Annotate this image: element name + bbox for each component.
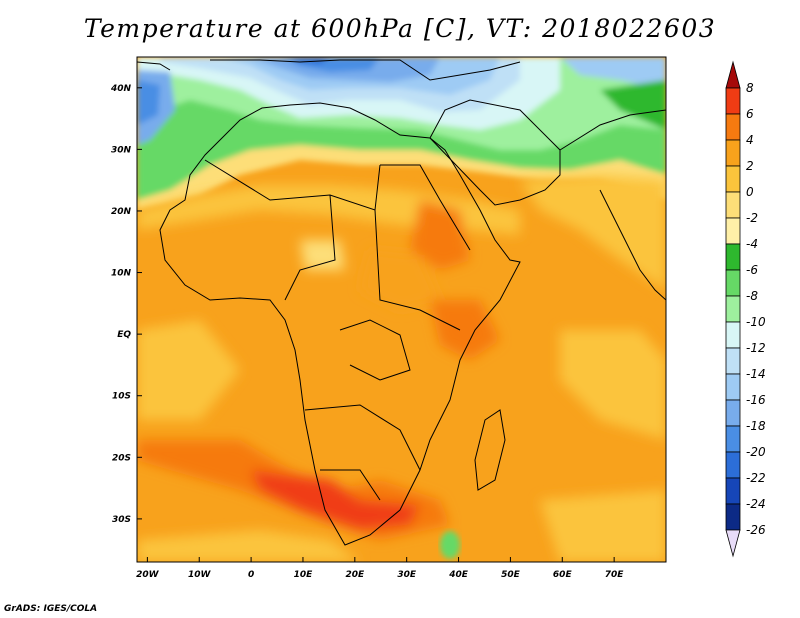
lon-tick-label: 40E [448,570,469,580]
lat-tick-label: 10S [112,392,131,402]
lat-tick-label: 30S [112,515,131,525]
colorbar-swatch [725,399,741,427]
colorbar-label: -12 [746,341,766,355]
colorbar-swatch [725,425,741,453]
lon-tick-label: 0 [248,570,254,580]
coastline-borders [137,59,666,546]
colorbar-label: -24 [746,497,766,511]
colorbar-swatch [725,373,741,401]
lon-tick-label: 10W [188,570,212,580]
lat-tick-label: 40N [110,84,132,94]
colorbar-label: -6 [746,263,758,277]
colorbar-label: -10 [746,315,766,329]
lon-tick-label: 20E [345,570,365,580]
lat-tick-label: 10N [111,269,132,279]
colorbar-swatch [725,503,741,531]
colorbar-swatch [725,295,741,323]
colorbar-label: -22 [746,471,766,485]
colorbar-swatch [725,165,741,193]
lon-tick-label: 50E [501,570,521,580]
map-frame [136,56,667,563]
colorbar-label: -14 [746,367,766,381]
lon-tick-label: 70E [605,570,625,580]
longitude-axis: 20W 10W 0 10E 20E 30E 40E 50E 60E 70E [136,557,624,580]
colorbar-label: -8 [746,289,758,303]
colorbar-label: 8 [746,81,754,95]
colorbar-label: 0 [746,185,754,199]
colorbar-swatch [725,269,741,297]
colorbar-swatch [725,529,741,558]
colorbar-swatch [725,321,741,349]
colorbar-label: 2 [746,159,754,173]
colorbar-label: -26 [746,523,766,537]
colorbar-swatch [725,87,741,115]
colorbar: 8 6 4 2 0 -2 -4 -6 -8 -10 -12 -14 -16 -18 -20 -22 -24 -26 [725,60,766,558]
colorbar-swatch [725,191,741,219]
lon-tick-label: 30E [397,570,417,580]
lat-tick-label: 20S [112,453,131,463]
colorbar-label: -16 [746,393,766,407]
colorbar-swatch [725,217,741,245]
colorbar-label: 6 [746,107,754,121]
temperature-field [137,57,666,562]
colorbar-swatch [725,243,741,271]
colorbar-swatch [725,347,741,375]
colorbar-label: -20 [746,445,766,459]
colorbar-label: 4 [746,133,754,147]
lon-tick-label: 60E [553,570,573,580]
lat-tick-label: 30N [111,145,132,155]
lat-tick-label: 20N [111,207,132,217]
colorbar-label: -18 [746,419,766,433]
colorbar-swatch [725,477,741,505]
footer-credit: GrADS: IGES/COLA [4,604,98,614]
colorbar-label: -4 [746,237,758,251]
lon-tick-label: 10E [294,570,314,580]
colorbar-swatch [725,451,741,479]
colorbar-swatch [725,60,741,89]
lon-tick-label: 20W [136,570,160,580]
lat-tick-label: EQ [117,330,131,340]
colorbar-label: -2 [746,211,758,225]
colorbar-swatch [725,113,741,141]
colorbar-swatch [725,139,741,167]
latitude-axis: 40N 30N 20N 10N EQ 10S 20S 30S [110,84,142,525]
map-title: Temperature at 600hPa [C], VT: 201802260… [83,14,717,43]
